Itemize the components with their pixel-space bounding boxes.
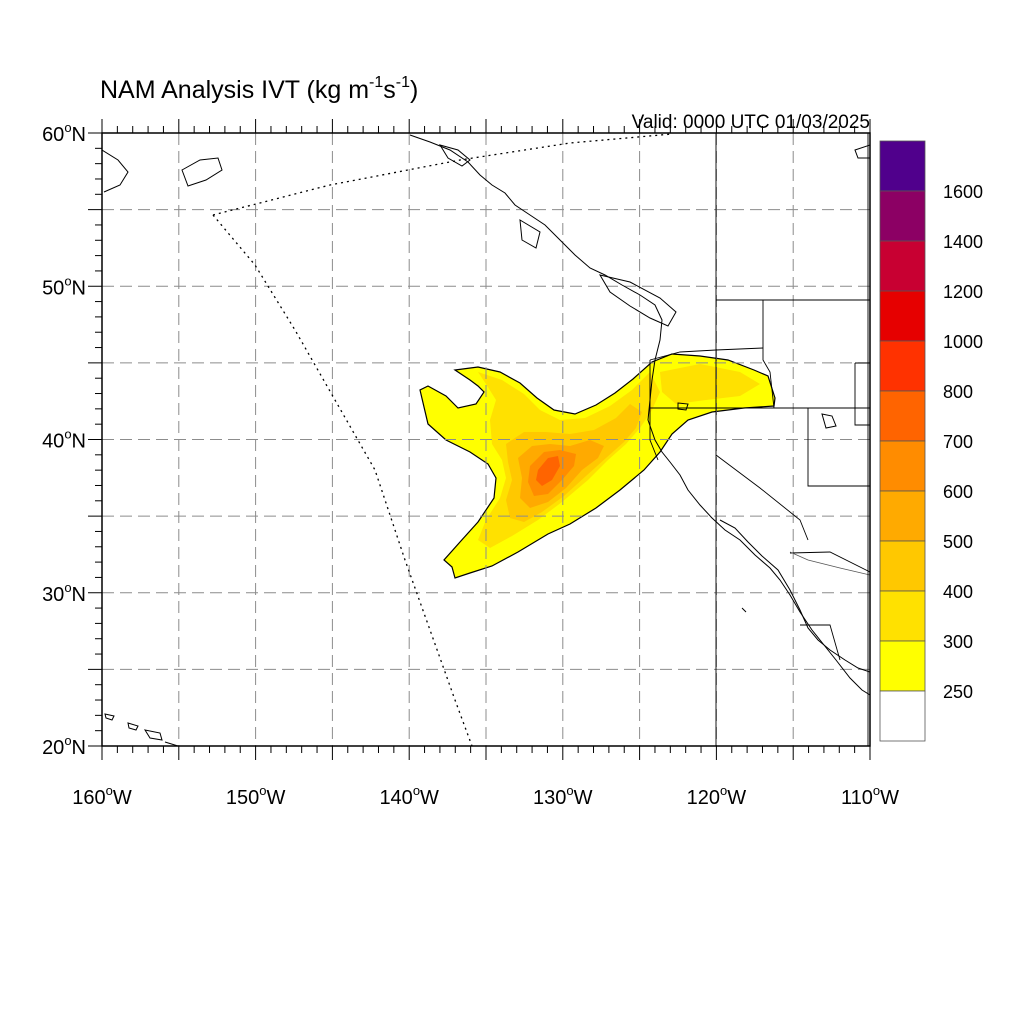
colorbar-box — [879, 640, 926, 692]
y-tick-degree: o — [64, 733, 71, 748]
colorbar-box — [879, 690, 926, 742]
title-mid: s — [383, 76, 396, 104]
y-tick-label: 20oN — [42, 733, 86, 759]
y-tick-number: 30 — [42, 584, 64, 606]
colorbar-label: 600 — [943, 482, 973, 502]
axis-ticks — [88, 119, 871, 760]
colorbar-label: 1000 — [943, 332, 983, 352]
x-tick-label: 130oW — [533, 783, 593, 809]
colorbar-box — [879, 240, 926, 292]
model-domain-boundary — [212, 133, 673, 746]
x-tick-number: 140 — [379, 787, 412, 809]
x-tick-number: 160 — [72, 787, 105, 809]
x-tick-number: 120 — [687, 787, 720, 809]
title-close: ) — [410, 76, 418, 104]
x-tick-number: 110 — [841, 787, 873, 809]
x-tick-degree: o — [720, 783, 727, 798]
colorbar-box — [879, 340, 926, 392]
x-tick-hemisphere: W — [880, 787, 899, 809]
colorbar-box — [879, 290, 926, 342]
x-tick-number: 130 — [533, 787, 566, 809]
x-axis-labels: 160oW 150oW 140oW 130oW 120oW 110oW — [72, 783, 899, 809]
y-tick-degree: o — [64, 427, 71, 442]
y-tick-label: 60oN — [42, 120, 86, 146]
x-tick-number: 150 — [226, 787, 259, 809]
valid-time-label: Valid: 0000 UTC 01/03/2025 — [632, 112, 870, 133]
x-tick-label: 120oW — [687, 783, 747, 809]
y-tick-hemisphere: N — [72, 737, 86, 759]
x-tick-degree: o — [566, 783, 573, 798]
y-tick-hemisphere: N — [72, 277, 86, 299]
y-tick-degree: o — [64, 120, 71, 135]
x-tick-label: 160oW — [72, 783, 132, 809]
title-main: NAM Analysis IVT (kg m — [100, 76, 369, 104]
map-area — [102, 133, 870, 746]
colorbar-label: 500 — [943, 532, 973, 552]
colorbar-label: 400 — [943, 582, 973, 602]
y-tick-hemisphere: N — [72, 584, 86, 606]
title-sup2: -1 — [396, 74, 410, 91]
x-tick-hemisphere: W — [113, 787, 132, 809]
colorbar-label: 1400 — [943, 232, 983, 252]
plot-title: NAM Analysis IVT (kg m-1s-1) — [100, 74, 418, 104]
x-tick-label: 150oW — [226, 783, 286, 809]
colorbar-label: 700 — [943, 432, 973, 452]
y-tick-number: 20 — [42, 737, 64, 759]
colorbar: 250 300 400 500 600 700 800 1000 1200 1400 1600 — [879, 140, 983, 742]
x-tick-degree: o — [413, 783, 420, 798]
x-tick-hemisphere: W — [420, 787, 439, 809]
lat-lon-grid — [102, 133, 870, 746]
x-tick-degree: o — [259, 783, 266, 798]
colorbar-box — [879, 490, 926, 542]
y-tick-number: 50 — [42, 277, 64, 299]
x-tick-label: 110oW — [841, 783, 899, 809]
x-tick-degree: o — [873, 783, 880, 798]
colorbar-label: 1600 — [943, 182, 983, 202]
ivt-shading — [419, 353, 776, 579]
x-tick-hemisphere: W — [574, 787, 593, 809]
colorbar-label: 1200 — [943, 282, 983, 302]
y-tick-number: 60 — [42, 124, 64, 146]
colorbar-box — [879, 590, 926, 642]
y-tick-hemisphere: N — [72, 124, 86, 146]
y-tick-label: 40oN — [42, 427, 86, 453]
y-tick-label: 50oN — [42, 273, 86, 299]
colorbar-label: 250 — [943, 682, 973, 702]
y-tick-hemisphere: N — [72, 431, 86, 453]
colorbar-box — [879, 540, 926, 592]
x-tick-label: 140oW — [379, 783, 439, 809]
colorbar-box — [879, 390, 926, 442]
y-tick-label: 30oN — [42, 580, 86, 606]
colorbar-box — [879, 440, 926, 492]
x-tick-degree: o — [106, 783, 113, 798]
ivt-lobe-east — [660, 364, 760, 404]
colorbar-label: 800 — [943, 382, 973, 402]
ivt-contour-700 — [536, 456, 560, 486]
x-tick-hemisphere: W — [266, 787, 285, 809]
y-tick-degree: o — [64, 580, 71, 595]
title-sup1: -1 — [369, 74, 383, 91]
political-borders — [649, 133, 870, 746]
colorbar-box — [879, 140, 926, 192]
y-tick-degree: o — [64, 273, 71, 288]
x-tick-hemisphere: W — [727, 787, 746, 809]
y-tick-number: 40 — [42, 431, 64, 453]
colorbar-label: 300 — [943, 632, 973, 652]
colorbar-box — [879, 190, 926, 242]
